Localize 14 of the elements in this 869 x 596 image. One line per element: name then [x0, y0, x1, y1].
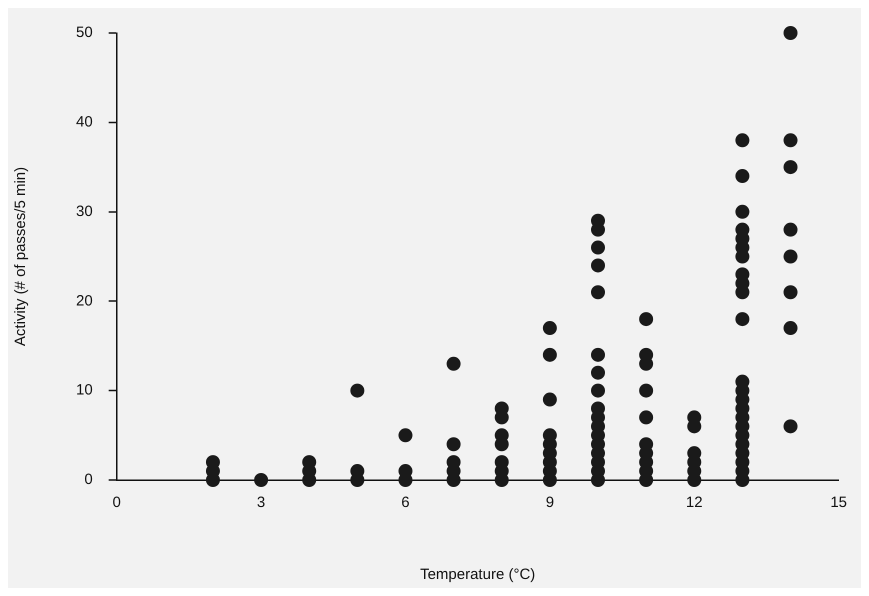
x-tick-label: 6 — [401, 494, 410, 512]
y-axis-title: Activity (# of passes/5 min) — [12, 166, 30, 346]
y-tick-label: 20 — [76, 292, 93, 310]
y-tick-label: 40 — [76, 114, 93, 131]
y-tick-label: 10 — [76, 382, 93, 399]
x-tick-label: 0 — [112, 494, 121, 512]
y-tick-label: 50 — [76, 24, 93, 42]
x-tick-label: 3 — [256, 494, 266, 512]
x-axis-title: Temperature (°C) — [420, 566, 536, 584]
x-tick-label: 12 — [686, 494, 703, 512]
x-tick-label: 15 — [830, 494, 847, 512]
x-tick-label: 9 — [546, 494, 554, 512]
y-tick-label: 30 — [76, 202, 93, 220]
y-tick-label: 0 — [84, 471, 93, 488]
